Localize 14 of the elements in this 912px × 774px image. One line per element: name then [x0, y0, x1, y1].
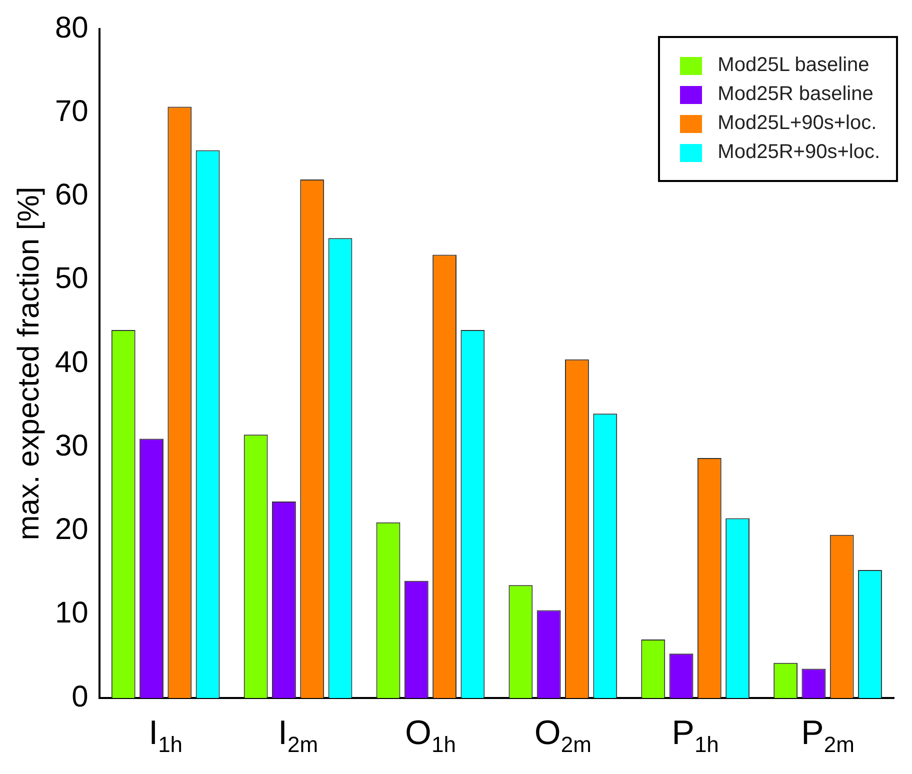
- y-tick-label: 0: [72, 680, 88, 714]
- y-tick-label: 20: [54, 513, 88, 546]
- legend-label: Mod25L baseline: [718, 54, 870, 77]
- y-tick-label: 60: [54, 178, 88, 212]
- y-tick-label: 40: [54, 346, 88, 379]
- y-tick-label: 30: [54, 429, 88, 462]
- y-tick-label: 10: [54, 596, 88, 630]
- y-axis-title: max. expected fraction [%]: [12, 186, 46, 540]
- y-tick-label: 80: [54, 11, 88, 44]
- y-tick-label: 50: [54, 262, 88, 296]
- legend-label: Mod25L+90s+loc.: [718, 112, 877, 135]
- legend-label: Mod25R+90s+loc.: [718, 141, 880, 164]
- y-tick-label: 70: [54, 94, 88, 128]
- legend-label: Mod25R baseline: [718, 83, 874, 106]
